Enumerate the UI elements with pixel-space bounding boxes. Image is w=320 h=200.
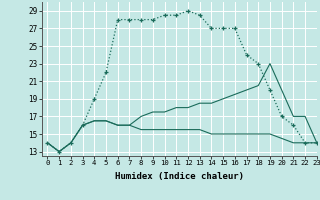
- X-axis label: Humidex (Indice chaleur): Humidex (Indice chaleur): [115, 172, 244, 181]
